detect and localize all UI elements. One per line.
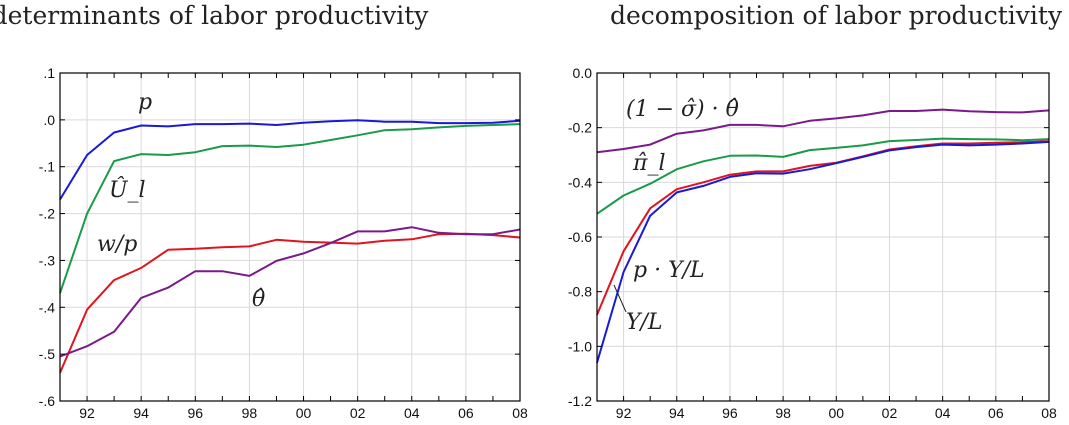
x-tick-label: 98	[242, 405, 258, 421]
x-tick-label: 94	[669, 405, 685, 421]
chart-right-title: decomposition of labor productivity	[610, 1, 1063, 30]
x-tick-label: 04	[404, 405, 420, 421]
x-tick-label: 04	[935, 405, 951, 421]
series-line-0-0	[59, 119, 521, 201]
chart-right-label-pi: π̂_l	[632, 151, 666, 176]
chart-left-label-wp: w/p	[97, 232, 137, 257]
y-tick-label: -.6	[39, 393, 56, 409]
series-line-1-0	[596, 108, 1050, 154]
y-tick-label: -0.2	[568, 120, 592, 136]
x-tick-label: 98	[775, 405, 791, 421]
chart-right-series	[596, 108, 1050, 363]
y-tick-label: -1.0	[568, 338, 592, 354]
series-line-1-1	[596, 137, 1050, 215]
y-tick-label: 0.0	[573, 65, 593, 81]
y-tick-label: -.3	[39, 252, 56, 268]
x-tick-label: 08	[1041, 405, 1057, 421]
y-tick-label: -0.4	[568, 174, 592, 190]
x-tick-label: 96	[188, 405, 204, 421]
chart-right-ticks: 0.0 -0.2 -0.4 -0.6 -0.8 -1.0 -1.2 92 94 96 98 00 02 0…	[568, 65, 1057, 421]
series-line-0-3	[59, 226, 521, 358]
chart-right-label-yl: Y/L	[626, 310, 663, 335]
series-line-1-3	[596, 140, 1050, 363]
x-tick-label: 02	[350, 405, 366, 421]
chart-right-label-sigma-theta: (1 − σ̂) · θ̂	[626, 97, 739, 122]
chart-left-series	[59, 119, 521, 374]
y-tick-label: .1	[43, 65, 55, 81]
x-tick-label: 94	[133, 405, 149, 421]
series-line-1-2	[596, 140, 1050, 316]
x-tick-label: 92	[616, 405, 632, 421]
chart-right-yl-pointer	[613, 284, 627, 313]
y-tick-label: -.2	[39, 206, 56, 222]
series-line-0-2	[59, 232, 521, 374]
y-tick-label: -0.6	[568, 229, 592, 245]
x-tick-label: 96	[722, 405, 738, 421]
x-tick-label: 92	[79, 405, 95, 421]
y-tick-label: .0	[43, 112, 55, 128]
chart-left-frame	[59, 72, 521, 402]
y-tick-label: -.1	[39, 159, 56, 175]
y-tick-label: -1.2	[568, 393, 592, 409]
series-line-0-1	[59, 123, 521, 294]
x-tick-label: 00	[829, 405, 845, 421]
chart-left-label-u: Û_l	[109, 176, 146, 203]
chart-left-title: determinants of labor productivity	[0, 1, 429, 30]
chart-right-grid	[597, 73, 1049, 401]
chart-left-ticks: .1 .0 -.1 -.2 -.3 -.4 -.5 -.6 92 94 96 98 00 02 04 06 08	[39, 65, 528, 421]
x-tick-label: 06	[458, 405, 474, 421]
x-tick-label: 06	[988, 405, 1004, 421]
chart-left-grid	[60, 73, 520, 401]
chart-right: decomposition of labor productivity 0.0 -…	[568, 1, 1063, 421]
x-tick-label: 08	[512, 405, 528, 421]
chart-left-label-p: p	[138, 90, 152, 115]
y-tick-label: -.5	[39, 346, 56, 362]
chart-left-label-theta: θ̂	[252, 287, 265, 312]
y-tick-label: -0.8	[568, 284, 592, 300]
chart-left: determinants of labor productivity .1 .0 -…	[0, 1, 528, 421]
x-tick-label: 00	[296, 405, 312, 421]
x-tick-label: 02	[882, 405, 898, 421]
y-tick-label: -.4	[39, 299, 56, 315]
chart-right-label-pyl: p · Y/L	[633, 258, 705, 283]
